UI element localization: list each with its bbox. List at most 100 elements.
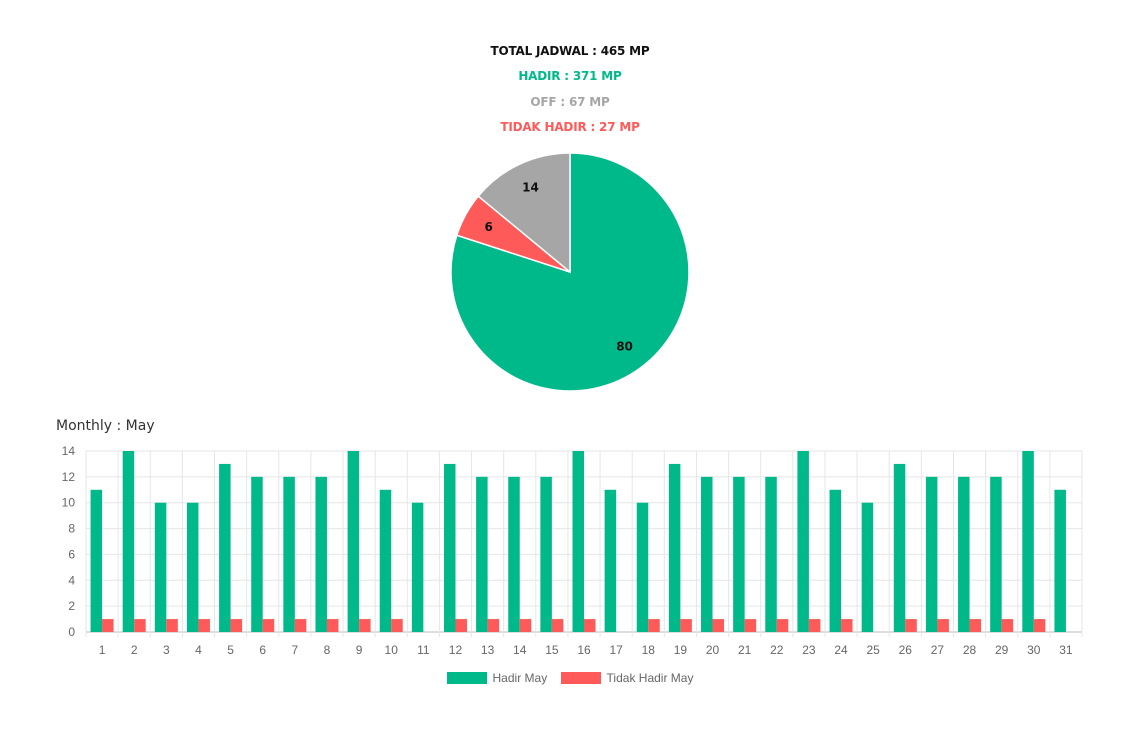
legend-label-tidak-hadir: Tidak Hadir May (606, 671, 694, 685)
bar-hadir-30[interactable] (1022, 451, 1034, 632)
bar-tidak-hadir-19[interactable] (680, 619, 692, 632)
bar-tidak-hadir-18[interactable] (648, 619, 660, 632)
x-tick-label: 28 (963, 643, 977, 657)
legend-swatch-hadir (446, 672, 487, 684)
pie-slice-2[interactable] (477, 152, 571, 274)
bar-hadir-24[interactable] (829, 489, 842, 632)
bar-hadir-29[interactable] (990, 476, 1002, 632)
x-tick-label: 12 (449, 643, 463, 657)
x-tick-label: 24 (834, 643, 848, 657)
bar-hadir-19[interactable] (668, 463, 681, 632)
x-tick-label: 10 (385, 643, 399, 657)
x-tick-label: 30 (1027, 643, 1041, 657)
bar-tidak-hadir-21[interactable] (744, 619, 757, 632)
bar-hadir-1[interactable] (90, 489, 103, 632)
bar-hadir-8[interactable] (315, 476, 327, 632)
bar-tidak-hadir-10[interactable] (391, 619, 403, 632)
bar-hadir-27[interactable] (925, 476, 938, 632)
bar-tidak-hadir-13[interactable] (487, 619, 500, 632)
x-tick-label: 23 (802, 643, 816, 657)
bar-hadir-10[interactable] (379, 489, 392, 632)
x-tick-label: 21 (738, 643, 752, 657)
bar-hadir-15[interactable] (540, 476, 552, 632)
x-tick-label: 19 (674, 643, 688, 657)
bar-hadir-26[interactable] (893, 463, 906, 632)
legend-item-tidak-hadir[interactable]: Tidak Hadir May (560, 671, 694, 685)
summary-hadir: HADIR : 371 MP (518, 69, 622, 83)
bar-hadir-7[interactable] (283, 476, 295, 632)
bar-tidak-hadir-8[interactable] (326, 619, 339, 632)
x-tick-label: 27 (931, 643, 945, 657)
bar-hadir-31[interactable] (1054, 489, 1066, 632)
legend-item-hadir[interactable]: Hadir May (446, 671, 547, 685)
bar-hadir-5[interactable] (219, 463, 231, 632)
bar-hadir-4[interactable] (186, 502, 199, 632)
x-tick-label: 17 (609, 643, 623, 657)
bar-hadir-20[interactable] (701, 476, 713, 632)
bar-tidak-hadir-22[interactable] (776, 619, 789, 632)
bar-tidak-hadir-3[interactable] (166, 619, 178, 632)
y-tick-label: 8 (68, 522, 75, 536)
summary-tidak-hadir: TIDAK HADIR : 27 MP (500, 120, 640, 134)
bar-hadir-16[interactable] (572, 451, 585, 632)
y-tick-label: 12 (62, 470, 76, 484)
bar-tidak-hadir-6[interactable] (262, 619, 275, 632)
y-tick-label: 14 (62, 444, 76, 458)
bar-hadir-25[interactable] (861, 502, 874, 632)
y-tick-label: 4 (68, 573, 75, 587)
bar-hadir-2[interactable] (122, 451, 135, 632)
x-tick-label: 2 (131, 643, 138, 657)
bar-hadir-11[interactable] (411, 502, 424, 632)
bar-tidak-hadir-5[interactable] (230, 619, 243, 632)
pie-slice-label-1: 6 (484, 220, 492, 234)
bar-tidak-hadir-26[interactable] (905, 619, 917, 632)
bar-tidak-hadir-23[interactable] (808, 619, 821, 632)
summary-off: OFF : 67 MP (530, 95, 610, 109)
pie-slice-0[interactable] (450, 152, 690, 392)
x-tick-label: 5 (227, 643, 234, 657)
bar-legend: Hadir May Tidak Hadir May (0, 671, 1140, 687)
bar-hadir-12[interactable] (443, 463, 456, 632)
bar-tidak-hadir-16[interactable] (584, 619, 596, 632)
bar-tidak-hadir-28[interactable] (969, 619, 982, 632)
bar-tidak-hadir-4[interactable] (198, 619, 210, 632)
x-tick-label: 20 (706, 643, 720, 657)
bar-hadir-9[interactable] (347, 451, 360, 632)
bar-hadir-18[interactable] (636, 502, 649, 632)
bar-hadir-23[interactable] (797, 451, 809, 632)
summary-total: TOTAL JADWAL : 465 MP (490, 44, 650, 58)
bar-hadir-21[interactable] (733, 476, 745, 632)
x-tick-label: 16 (577, 643, 591, 657)
bar-tidak-hadir-2[interactable] (134, 619, 146, 632)
bar-tidak-hadir-12[interactable] (455, 619, 467, 632)
legend-swatch-tidak-hadir (560, 672, 601, 684)
y-tick-label: 2 (68, 599, 75, 613)
bar-tidak-hadir-27[interactable] (937, 619, 949, 632)
bar-tidak-hadir-9[interactable] (359, 619, 371, 632)
pie-slice-label-2: 14 (522, 181, 539, 195)
bar-tidak-hadir-24[interactable] (841, 619, 853, 632)
bar-tidak-hadir-29[interactable] (1001, 619, 1014, 632)
bar-tidak-hadir-14[interactable] (519, 619, 532, 632)
bar-hadir-17[interactable] (604, 489, 617, 632)
x-tick-label: 29 (995, 643, 1009, 657)
y-tick-label: 10 (62, 496, 76, 510)
bar-tidak-hadir-7[interactable] (294, 619, 307, 632)
bar-hadir-22[interactable] (765, 476, 777, 632)
monthly-title: Monthly : May (56, 418, 155, 434)
bar-hadir-14[interactable] (508, 476, 520, 632)
bar-hadir-6[interactable] (251, 476, 263, 632)
bar-tidak-hadir-15[interactable] (551, 619, 564, 632)
attendance-pie-chart: 80 6 14 (450, 152, 690, 392)
x-tick-label: 26 (899, 643, 913, 657)
bar-hadir-28[interactable] (958, 476, 970, 632)
bar-hadir-13[interactable] (476, 476, 488, 632)
bar-tidak-hadir-30[interactable] (1033, 619, 1046, 632)
x-tick-label: 25 (866, 643, 880, 657)
bar-tidak-hadir-20[interactable] (712, 619, 725, 632)
x-tick-label: 13 (481, 643, 495, 657)
pie-slice-label-0: 80 (616, 340, 633, 354)
x-tick-label: 7 (291, 643, 298, 657)
bar-tidak-hadir-1[interactable] (102, 619, 114, 632)
bar-hadir-3[interactable] (154, 502, 167, 632)
